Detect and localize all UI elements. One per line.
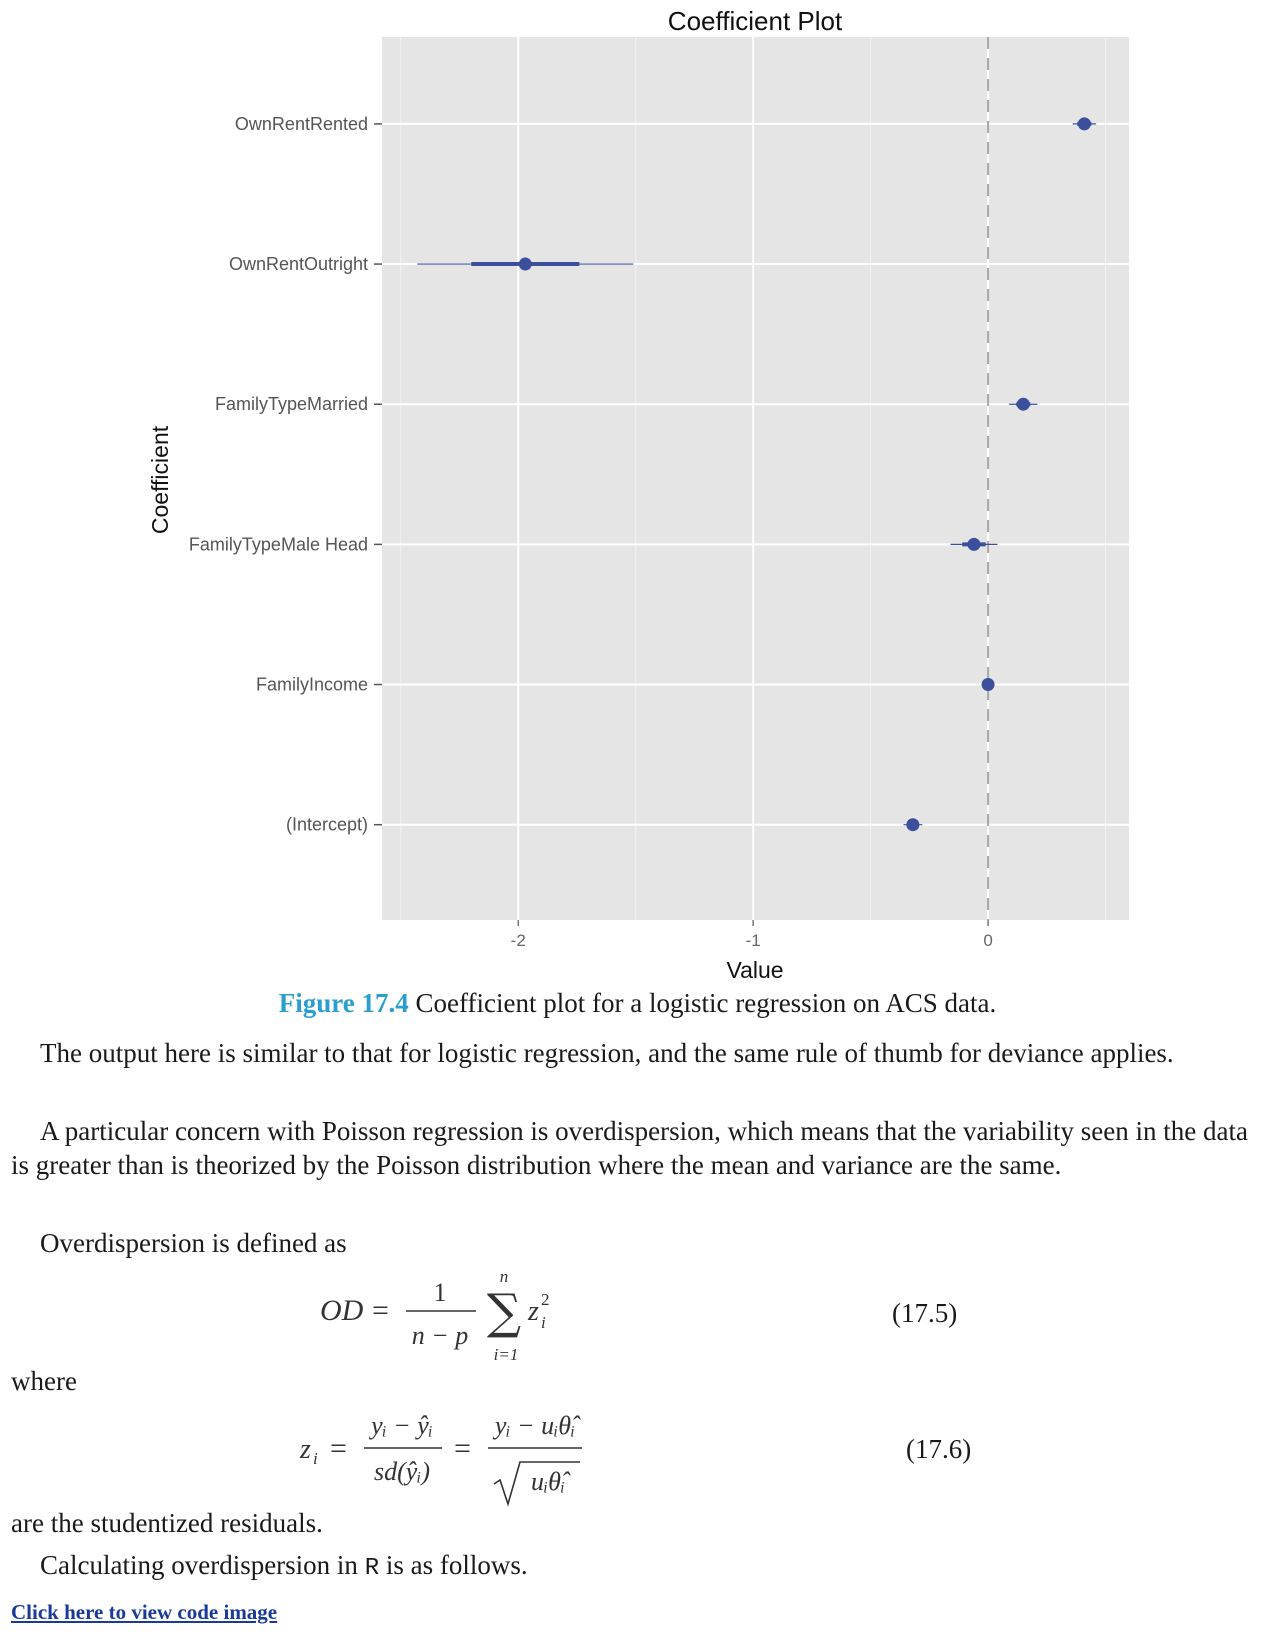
figure-number: Figure 17.4 bbox=[278, 988, 409, 1018]
coefficient-marks bbox=[417, 117, 1097, 832]
y-tick-label: FamilyTypeMale Head bbox=[189, 534, 368, 554]
svg-text:=: = bbox=[330, 1432, 347, 1465]
chart-title: Coefficient Plot bbox=[668, 6, 843, 36]
coefficient-point bbox=[906, 818, 920, 832]
svg-text:yᵢ − uᵢθ̂ᵢ: yᵢ − uᵢθ̂ᵢ bbox=[492, 1411, 581, 1440]
inline-code-r: R bbox=[364, 1555, 380, 1582]
svg-text:uᵢθ̂ᵢ: uᵢθ̂ᵢ bbox=[531, 1467, 571, 1496]
coefficient-point bbox=[1016, 397, 1030, 411]
svg-text:2: 2 bbox=[541, 1290, 550, 1309]
paragraph-overdispersion-defined: Overdispersion is defined as bbox=[40, 1228, 347, 1258]
svg-text:z: z bbox=[299, 1434, 311, 1465]
svg-text:=: = bbox=[454, 1432, 471, 1465]
y-axis-title: Coefficient bbox=[147, 425, 173, 534]
y-tick-label: OwnRentOutright bbox=[229, 254, 368, 274]
y-axis-labels: OwnRentRented OwnRentOutright FamilyTypeMa… bbox=[189, 114, 382, 835]
coefficient-plot: Coefficient Plot OwnRentRented OwnRentOut… bbox=[147, 6, 1129, 980]
svg-text:yᵢ − ŷᵢ: yᵢ − ŷᵢ bbox=[368, 1411, 433, 1440]
coefficient-point bbox=[1077, 117, 1091, 131]
y-tick-label: FamilyTypeMarried bbox=[215, 394, 368, 414]
coefficient-point bbox=[518, 257, 532, 271]
equation-number-17-5: (17.5) bbox=[892, 1298, 958, 1328]
svg-text:n: n bbox=[500, 1268, 509, 1286]
paragraph-overdispersion-concern: A particular concern with Poisson regres… bbox=[11, 1116, 1248, 1180]
svg-text:OD: OD bbox=[320, 1294, 364, 1327]
x-tick-label: -2 bbox=[511, 931, 526, 950]
x-axis-labels: -2 -1 0 bbox=[511, 920, 993, 950]
svg-text:i: i bbox=[313, 1449, 318, 1468]
paragraph-calculating-overdispersion: Calculating overdispersion in R is as fo… bbox=[11, 1548, 1251, 1586]
paragraph-output-similar: The output here is similar to that for l… bbox=[40, 1038, 1174, 1068]
svg-text:n − p: n − p bbox=[412, 1321, 469, 1350]
equation-number-17-6: (17.6) bbox=[906, 1434, 972, 1464]
y-tick-label: FamilyIncome bbox=[256, 675, 368, 695]
paragraph-studentized-residuals: are the studentized residuals. bbox=[11, 1508, 323, 1538]
svg-text:=: = bbox=[372, 1294, 389, 1327]
coefficient-point bbox=[981, 678, 995, 692]
svg-text:z: z bbox=[527, 1296, 539, 1327]
view-code-image-link[interactable]: Click here to view code image bbox=[11, 1600, 278, 1624]
x-tick-label: 0 bbox=[983, 931, 992, 950]
equation-studentized-residual: z i = yᵢ − ŷᵢ sd(ŷᵢ) = yᵢ − uᵢθ̂ᵢ uᵢθ̂ᵢ bbox=[299, 1411, 582, 1507]
svg-text:i=1: i=1 bbox=[494, 1345, 519, 1364]
equation-overdispersion: OD = 1 n − p n ∑ i=1 z 2 i bbox=[320, 1268, 550, 1364]
plot-panel bbox=[382, 37, 1129, 920]
svg-text:∑: ∑ bbox=[487, 1284, 521, 1340]
x-axis-title: Value bbox=[726, 957, 783, 980]
y-tick-label: OwnRentRented bbox=[235, 114, 368, 134]
paragraph-where: where bbox=[11, 1366, 77, 1396]
y-tick-label: (Intercept) bbox=[286, 815, 368, 835]
coefficient-point bbox=[967, 537, 981, 551]
svg-text:sd(ŷᵢ): sd(ŷᵢ) bbox=[374, 1457, 430, 1486]
text-after-code: is as follows. bbox=[379, 1550, 528, 1580]
svg-text:1: 1 bbox=[434, 1278, 447, 1307]
svg-text:i: i bbox=[541, 1313, 546, 1332]
x-tick-label: -1 bbox=[746, 931, 761, 950]
figure-caption: Figure 17.4 Coefficient plot for a logis… bbox=[0, 986, 1275, 1020]
figure-caption-text: Coefficient plot for a logistic regressi… bbox=[408, 988, 997, 1018]
text-before-code: Calculating overdispersion in bbox=[40, 1550, 365, 1580]
